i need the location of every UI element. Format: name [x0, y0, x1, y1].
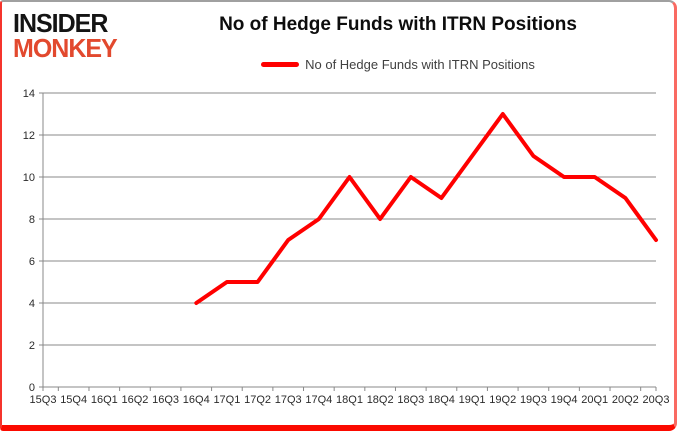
x-tick-label: 20Q3	[643, 394, 670, 406]
y-tick-label: 8	[29, 214, 35, 226]
x-tick-label: 16Q1	[91, 394, 118, 406]
x-tick-label: 19Q3	[520, 394, 547, 406]
y-tick-label: 14	[23, 88, 35, 100]
x-tick-label: 18Q4	[428, 394, 455, 406]
x-tick-label: 17Q3	[275, 394, 302, 406]
x-tick-label: 18Q2	[367, 394, 394, 406]
x-tick-label: 19Q4	[551, 394, 578, 406]
x-tick-label: 17Q1	[213, 394, 240, 406]
x-tick-label: 16Q3	[152, 394, 179, 406]
y-tick-label: 2	[29, 340, 35, 352]
y-tick-label: 4	[29, 298, 35, 310]
logo-text-monkey: MONKEY	[13, 33, 118, 63]
x-tick-label: 17Q2	[244, 394, 271, 406]
legend-line-swatch	[261, 62, 300, 67]
line-chart: 0 2 4 6 8 10 12 14 15Q3 15Q4 16Q1 16Q2 16Q3 16Q4 17Q1 1…	[23, 88, 670, 406]
x-tick-label: 17Q4	[305, 394, 332, 406]
x-tick-label: 15Q3	[30, 394, 57, 406]
series-line	[194, 112, 658, 305]
y-tick-label: 0	[29, 382, 35, 394]
x-tick-label: 18Q3	[397, 394, 424, 406]
title-block: No of Hedge Funds with ITRN Positions	[122, 14, 674, 36]
x-tick-label: 16Q2	[121, 394, 148, 406]
y-tick-label: 10	[23, 172, 35, 184]
x-tick-label: 16Q4	[183, 394, 210, 406]
chart-title: No of Hedge Funds with ITRN Positions	[219, 14, 577, 35]
chart-legend: No of Hedge Funds with ITRN Positions	[122, 57, 674, 72]
y-tick-label: 6	[29, 256, 35, 268]
insider-monkey-logo: INSIDER MONKEY	[13, 8, 118, 63]
x-tick-label: 20Q2	[612, 394, 639, 406]
legend-label: No of Hedge Funds with ITRN Positions	[305, 57, 535, 72]
x-tick-label: 15Q4	[60, 394, 87, 406]
x-tick-label: 19Q2	[489, 394, 516, 406]
logo-text-insider: INSIDER	[13, 8, 108, 39]
x-tick-label: 19Q1	[459, 394, 486, 406]
y-tick-label: 12	[23, 130, 35, 142]
x-tick-label: 18Q1	[336, 394, 363, 406]
x-tick-label: 20Q1	[581, 394, 608, 406]
